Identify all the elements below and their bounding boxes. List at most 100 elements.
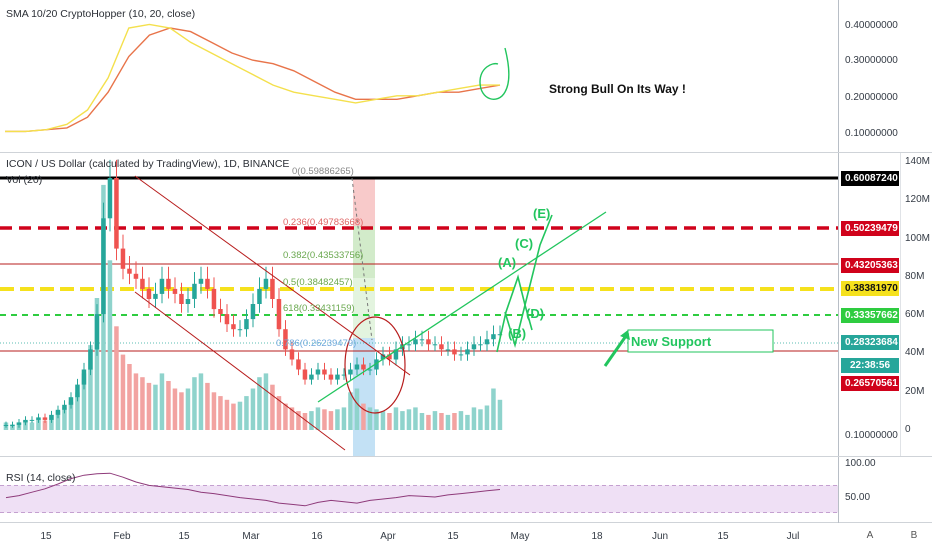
candle — [107, 178, 113, 219]
b-button[interactable]: B — [910, 530, 918, 541]
candle — [328, 374, 334, 380]
candle — [458, 354, 464, 356]
candle — [445, 349, 451, 351]
x-axis-tick: Mar — [242, 531, 260, 542]
volume-bar — [146, 382, 152, 430]
rsi-axis-tick: 100.00 — [845, 458, 876, 469]
candle — [270, 278, 275, 299]
volume-bar — [244, 396, 249, 430]
price-axis[interactable]: 0.60087240 0.50239479 0.43205363 0.38381… — [838, 153, 901, 456]
candle — [224, 314, 230, 325]
volume-bar — [172, 388, 178, 430]
candle — [153, 293, 158, 299]
volume-axis-tick: 0 — [905, 424, 911, 435]
support-arrow-head — [620, 330, 630, 340]
wave-label: (A) — [498, 255, 516, 270]
volume-bar — [348, 392, 353, 430]
volume-bar — [127, 364, 132, 430]
candle — [484, 339, 490, 345]
volume-bar — [159, 373, 165, 430]
sma-price-axis[interactable]: 0.40000000 0.30000000 0.20000000 0.10000… — [838, 0, 901, 152]
uptrend-line — [317, 211, 607, 403]
candle — [322, 369, 327, 375]
support-arrow — [603, 332, 630, 367]
volume-bar — [218, 396, 223, 430]
sma-legend[interactable]: SMA 10/20 CryptoHopper (10, 20, close) — [6, 8, 196, 20]
candle — [497, 334, 503, 336]
volume-bar — [289, 407, 295, 430]
volume-axis-tick: 120M — [905, 194, 931, 205]
volume-bar — [205, 382, 210, 430]
candle — [361, 364, 366, 370]
volume-bar — [354, 388, 360, 430]
candle — [114, 178, 119, 249]
candle — [62, 404, 67, 410]
volume-bar — [94, 298, 100, 430]
candle — [419, 339, 425, 341]
fib-label: 0.236(0.49783668) — [283, 217, 363, 228]
sma-fast-line — [5, 23, 500, 133]
candle — [244, 319, 249, 330]
sma-axis-tick: 0.40000000 — [845, 20, 898, 31]
candle — [94, 314, 100, 350]
volume-legend[interactable]: Vol (20) — [6, 174, 43, 186]
wave-label: (E) — [533, 206, 550, 221]
candle — [348, 369, 353, 375]
price-pane — [0, 153, 838, 456]
price-tag: 0.33357662 — [841, 308, 899, 323]
fib-label: 0.786(0.26239479) — [276, 338, 356, 349]
volume-bar — [367, 407, 373, 430]
candle — [439, 344, 444, 350]
elliott-wave-path — [496, 214, 553, 353]
candle — [478, 344, 483, 346]
volume-bar — [81, 373, 87, 430]
volume-bar — [419, 413, 425, 430]
candle — [231, 324, 236, 330]
pane-separator — [0, 152, 932, 153]
candle — [471, 344, 477, 350]
price-legend[interactable]: ICON / US Dollar (calculated by TradingV… — [6, 158, 290, 170]
candle — [211, 288, 217, 310]
price-tag: 0.26570561 — [841, 376, 899, 391]
volume-axis[interactable]: 140M 120M 100M 80M 60M 40M 20M 0 — [900, 153, 932, 456]
candle — [146, 288, 152, 299]
volume-bar — [55, 411, 61, 430]
volume-bar — [42, 420, 48, 430]
fib-label: 0.5(0.38482457) — [283, 277, 353, 288]
candle — [68, 397, 74, 405]
x-axis-tick: May — [510, 531, 530, 542]
rsi-legend[interactable]: RSI (14, close) — [6, 472, 76, 484]
volume-bar — [491, 388, 496, 430]
candle — [16, 422, 22, 425]
fib-label: 618(0.33431159) — [283, 303, 355, 314]
sma-pane — [0, 0, 838, 152]
volume-bar — [133, 373, 139, 430]
volume-axis-tick: 80M — [905, 271, 925, 282]
volume-axis-tick: 140M — [905, 156, 931, 167]
volume-bar — [406, 409, 412, 430]
volume-bar — [140, 377, 145, 430]
x-axis-tick: Apr — [380, 531, 396, 542]
candle — [192, 283, 197, 299]
pane-separator — [0, 522, 932, 523]
volume-bar — [322, 409, 327, 430]
candle — [413, 339, 418, 345]
auto-scale-button[interactable]: A — [866, 530, 874, 541]
rsi-axis[interactable]: 100.00 50.00 — [838, 457, 901, 523]
volume-axis-tick: 40M — [905, 347, 925, 358]
fib-zone-red — [353, 178, 375, 226]
price-tag: 0.43205363 — [841, 258, 899, 273]
candle — [393, 349, 399, 360]
candle — [55, 409, 61, 415]
candle — [198, 278, 204, 284]
candle — [42, 417, 48, 420]
volume-bar — [153, 384, 158, 430]
wave-label: (B) — [508, 326, 526, 341]
candle — [341, 374, 347, 376]
candle — [354, 364, 360, 370]
volume-bar — [237, 401, 243, 430]
pane-separator — [0, 456, 932, 457]
price-axis-tick: 0.10000000 — [845, 430, 898, 441]
volume-bar — [400, 411, 405, 430]
